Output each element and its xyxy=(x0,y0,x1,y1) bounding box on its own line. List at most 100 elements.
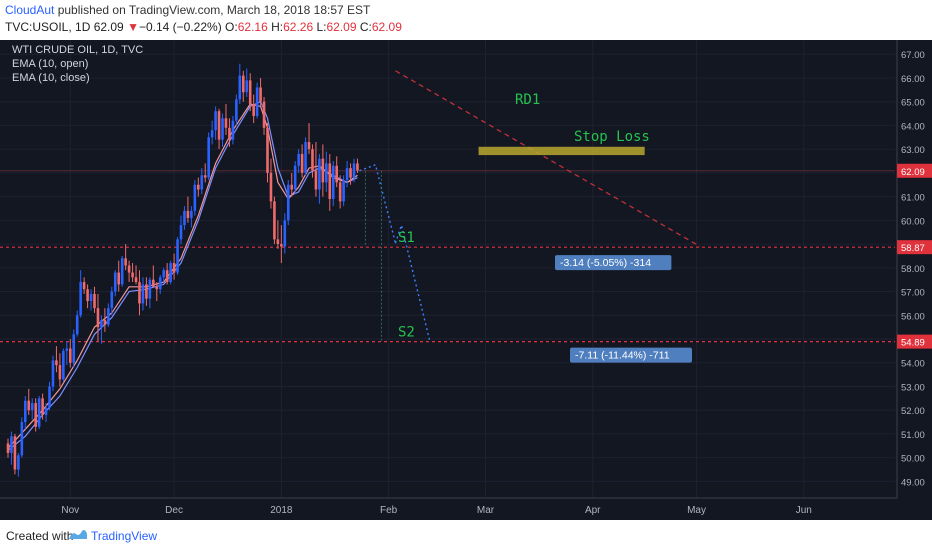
candle[interactable] xyxy=(197,184,200,190)
candle[interactable] xyxy=(248,80,252,105)
candle[interactable] xyxy=(276,239,280,245)
candle[interactable] xyxy=(217,111,221,140)
candle[interactable] xyxy=(200,175,204,190)
candle[interactable] xyxy=(280,244,283,247)
candle[interactable] xyxy=(117,272,121,285)
candle[interactable] xyxy=(286,184,290,221)
candle[interactable] xyxy=(37,398,41,427)
candle[interactable] xyxy=(328,163,332,199)
candle[interactable] xyxy=(10,436,13,453)
candle[interactable] xyxy=(186,210,190,218)
legend-ema-close[interactable]: EMA (10, close) xyxy=(12,72,90,84)
candle[interactable] xyxy=(89,293,93,302)
candle[interactable] xyxy=(103,320,107,325)
candle[interactable] xyxy=(158,277,162,290)
candle[interactable] xyxy=(24,400,27,423)
candle[interactable] xyxy=(6,443,10,453)
candle[interactable] xyxy=(283,220,287,247)
candle[interactable] xyxy=(124,258,127,266)
candle[interactable] xyxy=(165,270,169,283)
candle[interactable] xyxy=(321,158,325,183)
candle[interactable] xyxy=(255,87,259,116)
candle[interactable] xyxy=(193,184,197,211)
projection-path-s1[interactable] xyxy=(359,163,397,244)
candle[interactable] xyxy=(266,127,269,173)
candle[interactable] xyxy=(311,149,314,171)
candle[interactable] xyxy=(325,163,328,183)
candle[interactable] xyxy=(58,365,62,380)
candle[interactable] xyxy=(293,165,297,190)
candle[interactable] xyxy=(290,184,294,190)
candle[interactable] xyxy=(34,403,37,427)
candle[interactable] xyxy=(27,400,31,411)
candle[interactable] xyxy=(65,348,69,351)
candle[interactable] xyxy=(238,75,242,100)
candle[interactable] xyxy=(172,263,176,273)
candle[interactable] xyxy=(221,118,224,140)
candle[interactable] xyxy=(148,279,152,299)
candle[interactable] xyxy=(93,293,96,309)
candle[interactable] xyxy=(145,284,148,299)
candle[interactable] xyxy=(79,282,82,316)
price-chart[interactable]: 49.0050.0051.0052.0053.0054.0055.0056.00… xyxy=(0,40,932,520)
candle[interactable] xyxy=(183,210,186,226)
candle[interactable] xyxy=(141,284,145,304)
candle[interactable] xyxy=(72,334,76,363)
candle[interactable] xyxy=(273,201,276,240)
candle[interactable] xyxy=(13,436,17,470)
candle[interactable] xyxy=(82,282,86,290)
candle[interactable] xyxy=(228,127,231,140)
candle[interactable] xyxy=(252,104,255,116)
candle[interactable] xyxy=(318,158,321,190)
candle[interactable] xyxy=(138,282,141,304)
candle[interactable] xyxy=(68,348,72,363)
candle[interactable] xyxy=(335,165,338,183)
candle[interactable] xyxy=(352,163,356,178)
candle[interactable] xyxy=(241,75,245,93)
candle[interactable] xyxy=(176,239,179,273)
candle[interactable] xyxy=(75,315,79,335)
candle[interactable] xyxy=(162,270,165,278)
candle[interactable] xyxy=(269,172,273,202)
candle[interactable] xyxy=(131,272,134,278)
candle[interactable] xyxy=(17,455,20,470)
candle[interactable] xyxy=(41,398,44,415)
candle[interactable] xyxy=(152,279,155,287)
candle[interactable] xyxy=(207,137,210,178)
candle[interactable] xyxy=(44,407,48,415)
candle[interactable] xyxy=(51,360,55,387)
candle[interactable] xyxy=(203,175,207,178)
candle[interactable] xyxy=(120,258,124,285)
candle[interactable] xyxy=(356,163,359,171)
candle[interactable] xyxy=(134,277,138,283)
candle[interactable] xyxy=(262,101,266,128)
candle[interactable] xyxy=(110,291,114,309)
candle[interactable] xyxy=(113,272,117,292)
candle[interactable] xyxy=(55,360,58,366)
candle[interactable] xyxy=(314,170,318,190)
author-link[interactable]: CloudAut xyxy=(5,3,55,17)
stop-loss-zone[interactable] xyxy=(478,146,645,156)
candle[interactable] xyxy=(338,182,342,202)
candle[interactable] xyxy=(127,265,131,273)
candle[interactable] xyxy=(210,130,214,138)
resistance-trendline[interactable] xyxy=(395,70,701,248)
candle[interactable] xyxy=(345,168,349,181)
candle[interactable] xyxy=(62,350,65,380)
candle[interactable] xyxy=(331,165,335,199)
candle[interactable] xyxy=(107,308,110,325)
candle[interactable] xyxy=(245,80,249,93)
candle[interactable] xyxy=(214,111,217,131)
candle[interactable] xyxy=(169,263,172,283)
candle[interactable] xyxy=(30,403,34,411)
candle[interactable] xyxy=(190,210,193,218)
chart-panel[interactable]: 49.0050.0051.0052.0053.0054.0055.0056.00… xyxy=(0,40,932,520)
candle[interactable] xyxy=(100,320,103,328)
candle[interactable] xyxy=(304,142,307,173)
candle[interactable] xyxy=(48,386,51,408)
tradingview-link[interactable]: TradingView xyxy=(91,529,158,543)
legend-ema-open[interactable]: EMA (10, open) xyxy=(12,58,89,70)
candle[interactable] xyxy=(96,308,100,328)
candle[interactable] xyxy=(342,180,345,202)
candle[interactable] xyxy=(179,225,183,240)
